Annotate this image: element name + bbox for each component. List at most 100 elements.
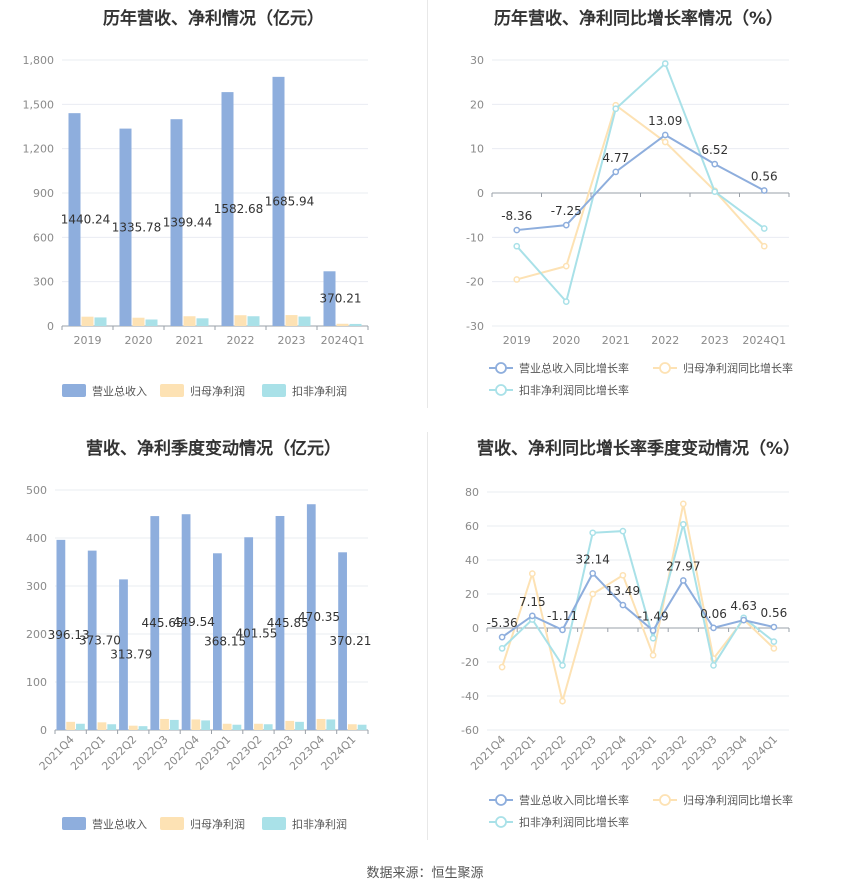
chart-title: 营收、净利同比增长率季度变动情况（%） (476, 439, 801, 459)
legend-label: 扣非净利润 (292, 384, 347, 398)
point-扣非净利润同比增长率 (760, 225, 768, 232)
legend-swatch (160, 384, 184, 397)
data-label: -1.11 (547, 609, 578, 623)
point-营业总收入同比增长率 (710, 624, 717, 632)
panel-divider (427, 0, 428, 408)
legend-label: 归母净利润 (190, 817, 245, 831)
y-tick-label: 80 (465, 486, 479, 499)
point-营业总收入同比增长率 (498, 633, 506, 641)
data-label: 1685.94 (265, 194, 315, 208)
bar-归母净利润 (132, 317, 145, 326)
data-label: 1399.44 (163, 216, 213, 230)
line-扣非净利润同比增长率 (516, 61, 765, 304)
y-tick-label: 1,200 (23, 143, 55, 156)
point-扣非净利润同比增长率 (710, 662, 717, 669)
point-归母净利润同比增长率 (619, 571, 627, 579)
point-营业总收入同比增长率 (612, 168, 620, 176)
y-tick-label: -10 (466, 231, 484, 244)
y-tick-label: 10 (470, 143, 484, 156)
point-扣非净利润同比增长率 (770, 638, 778, 645)
data-label: 1335.78 (112, 220, 162, 234)
point-归母净利润同比增长率 (528, 570, 536, 577)
data-label: -1.49 (638, 610, 669, 624)
legend-swatch-marker (495, 816, 507, 828)
bar-营业总收入 (323, 271, 336, 326)
y-tick-label: -20 (466, 276, 484, 289)
bar-扣非净利润 (263, 724, 273, 730)
y-tick-label: 30 (470, 54, 484, 67)
line-营业总收入同比增长率 (516, 133, 765, 232)
point-营业总收入同比增长率 (513, 226, 521, 234)
point-归母净利润同比增长率 (679, 500, 687, 508)
bar-扣非净利润 (169, 719, 179, 730)
point-扣非净利润同比增长率 (679, 520, 687, 528)
bar-扣非净利润 (76, 723, 85, 730)
bar-扣非净利润 (107, 724, 117, 730)
data-label: 470.35 (298, 610, 340, 624)
bar-扣非净利润 (145, 319, 158, 326)
point-营业总收入同比增长率 (649, 627, 657, 634)
chart-panel-annual-revenue: 历年营收、净利情况（亿元） 0 300 600 900 1,200 1,500 1,800 2… (0, 0, 427, 420)
data-label: 4.63 (730, 599, 757, 613)
bar-归母净利润 (222, 723, 232, 730)
data-label: 7.15 (519, 595, 546, 609)
bar-营业总收入 (87, 550, 97, 730)
chart-panel-quarterly-revenue: 营收、净利季度变动情况（亿元） 0 100 200 300 400 500 2021Q4 20… (0, 430, 427, 850)
x-tick-label: 2022 (227, 334, 255, 347)
legend-swatch (62, 384, 86, 397)
data-label: 1582.68 (214, 202, 264, 216)
legend-swatch-marker (495, 362, 507, 374)
y-tick-label: 300 (33, 276, 54, 289)
y-tick-label: 1,500 (23, 98, 55, 111)
legend-swatch (160, 817, 184, 830)
point-扣非净利润同比增长率 (649, 634, 657, 642)
legend-label: 营业总收入同比增长率 (519, 793, 629, 807)
x-tick-label: 2020 (552, 334, 580, 347)
bar-归母净利润 (254, 723, 263, 730)
bar-扣非净利润 (295, 721, 304, 730)
legend-label: 营业总收入同比增长率 (519, 361, 629, 375)
x-tick-label: 2021 (602, 334, 630, 347)
y-tick-label: 1,800 (23, 54, 55, 67)
point-营业总收入同比增长率 (619, 601, 627, 609)
legend-label: 营业总收入 (92, 384, 147, 398)
bar-归母净利润 (97, 722, 107, 730)
bar-归母净利润 (347, 724, 357, 730)
bar-归母净利润 (316, 718, 326, 730)
x-tick-label: 2024Q1 (318, 733, 358, 773)
point-扣非净利润同比增长率 (711, 188, 719, 196)
bar-扣非净利润 (357, 724, 367, 730)
chart-panel-quarterly-growth: 营收、净利同比增长率季度变动情况（%） -60 -40 -20 0 20 40 60 80 20… (427, 430, 850, 850)
y-tick-label: 0 (47, 320, 54, 333)
y-tick-label: -60 (461, 724, 479, 737)
bar-归母净利润 (81, 316, 94, 326)
data-label: 0.06 (700, 607, 727, 621)
legend-swatch-marker (659, 794, 671, 806)
chart-title: 营收、净利季度变动情况（亿元） (86, 439, 341, 459)
bar-归母净利润 (234, 315, 247, 326)
point-归母净利润同比增长率 (562, 262, 570, 270)
data-label: 13.09 (648, 114, 682, 128)
data-label: 0.56 (751, 170, 778, 184)
bar-扣非净利润 (201, 720, 210, 730)
data-label: 368.15 (204, 635, 246, 649)
data-label: 6.52 (701, 143, 728, 157)
bar-归母净利润 (285, 720, 295, 730)
data-label: 313.79 (110, 648, 152, 662)
data-label: 27.97 (666, 559, 700, 573)
legend-label: 归母净利润同比增长率 (683, 793, 793, 807)
y-tick-label: 600 (33, 231, 54, 244)
y-tick-label: 0 (40, 724, 47, 737)
bar-营业总收入 (272, 76, 285, 326)
legend-swatch (62, 817, 86, 830)
line-归母净利润同比增长率 (501, 503, 775, 706)
bar-扣非净利润 (247, 316, 260, 326)
data-label: 449.54 (173, 615, 215, 629)
bar-扣非净利润 (94, 317, 107, 326)
chart-panel-annual-growth: 历年营收、净利同比增长率情况（%） -30 -20 -10 0 10 20 30 2019 20… (427, 0, 850, 420)
data-label: -7.25 (551, 204, 582, 218)
y-tick-label: 40 (465, 554, 479, 567)
point-营业总收入同比增长率 (562, 221, 570, 229)
annual-growth-chart: -30 -20 -10 0 10 20 30 2019 2020 2021 2022 2023 2024… (466, 54, 793, 397)
y-tick-label: 100 (26, 676, 47, 689)
